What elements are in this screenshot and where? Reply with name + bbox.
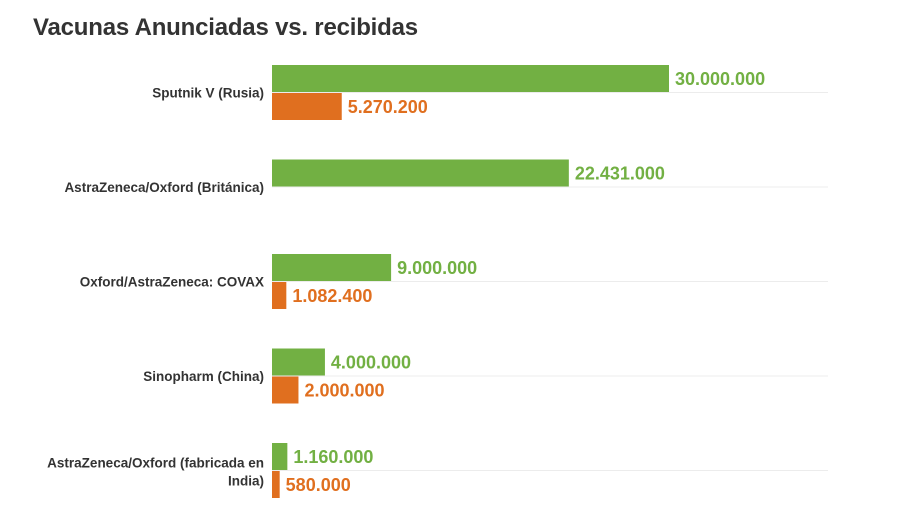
- bar-layer: [272, 65, 669, 498]
- bar-announced: [272, 348, 325, 376]
- category-label: AstraZeneca/Oxford (fabricada en India): [47, 456, 264, 489]
- value-label-received: 1.082.400: [292, 286, 372, 306]
- bar-received: [272, 376, 299, 404]
- category-label: Sputnik V (Rusia): [152, 86, 264, 101]
- category-label-layer: Sputnik V (Rusia) AstraZeneca/Oxford (Bri…: [47, 86, 264, 489]
- value-label-announced: 9.000.000: [397, 258, 477, 278]
- grid-layer: [272, 92, 828, 471]
- value-label-announced: 4.000.000: [331, 353, 411, 373]
- category-label: Sinopharm (China): [143, 369, 264, 384]
- bar-announced: [272, 443, 288, 470]
- chart-title: Vacunas Anunciadas vs. recibidas: [33, 14, 418, 41]
- bar-received: [272, 471, 280, 498]
- value-label-announced: 30.000.000: [675, 69, 765, 89]
- bar-received: [272, 93, 342, 120]
- bar-received: [272, 282, 287, 309]
- bar-announced: [272, 159, 569, 187]
- value-label-announced: 22.431.000: [575, 164, 665, 184]
- value-label-received: 580.000: [286, 475, 351, 495]
- value-label-received: 5.270.200: [348, 97, 428, 117]
- category-label: AstraZeneca/Oxford (Británica): [64, 180, 264, 195]
- category-label: Oxford/AstraZeneca: COVAX: [80, 275, 264, 290]
- value-label-announced: 1.160.000: [293, 447, 373, 467]
- bar-announced: [272, 254, 392, 281]
- bar-announced: [272, 65, 669, 92]
- value-label-layer: 30.000.000 5.270.200 22.431.000 9.000.000 1.…: [286, 69, 765, 495]
- value-label-received: 2.000.000: [304, 381, 384, 401]
